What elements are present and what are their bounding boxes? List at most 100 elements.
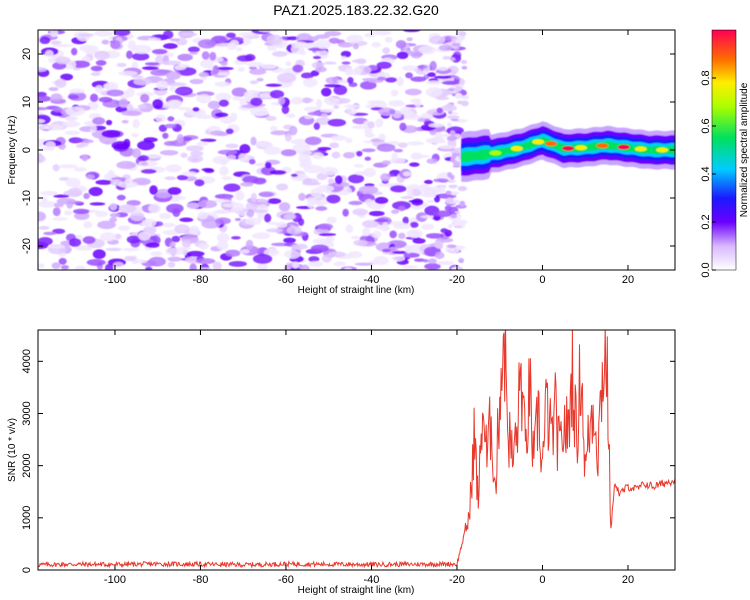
signal-hotspot — [656, 147, 669, 153]
noise-blob — [52, 164, 60, 172]
y-tick-label: -20 — [21, 238, 33, 254]
noise-blob — [425, 87, 443, 97]
noise-blob — [388, 101, 405, 107]
noise-blob — [326, 194, 341, 204]
noise-blob — [161, 60, 181, 66]
noise-blob — [52, 207, 61, 217]
noise-blob — [398, 232, 406, 240]
noise-blob — [278, 202, 291, 212]
noise-blob — [346, 34, 364, 43]
y-tick-label: 1000 — [21, 506, 33, 530]
noise-blob — [269, 89, 285, 99]
noise-blob — [145, 242, 160, 248]
noise-blob — [217, 72, 231, 76]
noise-blob — [411, 154, 431, 159]
noise-blob — [284, 249, 301, 259]
noise-blob — [214, 112, 229, 118]
noise-blob — [222, 203, 236, 208]
noise-blob — [187, 154, 204, 163]
noise-blob — [448, 87, 456, 92]
x-tick-label: -100 — [104, 274, 126, 286]
noise-blob — [55, 44, 74, 48]
noise-blob — [225, 143, 239, 149]
noise-blob — [403, 252, 420, 258]
noise-blob — [118, 204, 137, 213]
noise-blob — [312, 152, 324, 160]
noise-blob — [246, 61, 264, 67]
noise-blob — [195, 258, 216, 265]
noise-blob — [235, 47, 243, 52]
noise-blob — [216, 233, 230, 243]
noise-blob — [38, 67, 47, 72]
noise-blob — [240, 182, 254, 187]
y-tick-label: 4000 — [21, 349, 33, 373]
noise-blob — [246, 208, 255, 218]
noise-blob — [149, 185, 158, 195]
y-tick-label: 0 — [21, 567, 33, 573]
noise-blob — [56, 197, 76, 205]
noise-blob — [234, 217, 241, 222]
noise-blob — [301, 72, 314, 79]
noise-blob — [265, 83, 283, 87]
noise-blob — [424, 179, 433, 185]
noise-blob — [38, 225, 50, 230]
noise-blob — [428, 123, 444, 128]
noise-blob — [435, 96, 450, 101]
signal-hotspot — [596, 143, 609, 149]
noise-blob — [109, 212, 121, 218]
noise-blob — [454, 92, 463, 99]
noise-blob — [392, 250, 409, 254]
noise-blob — [315, 117, 332, 126]
noise-blob — [122, 247, 140, 252]
noise-blob — [447, 135, 458, 141]
noise-blob — [362, 219, 379, 228]
snr-x-label: Height of straight line (km) — [298, 585, 415, 596]
noise-blob — [458, 258, 465, 264]
noise-blob — [117, 225, 131, 231]
colorbar-gradient — [711, 29, 737, 271]
noise-blob — [315, 206, 328, 211]
noise-blob — [458, 31, 467, 37]
noise-blob — [196, 93, 212, 104]
noise-blob — [343, 151, 355, 159]
noise-blob — [101, 39, 110, 45]
noise-blob — [104, 263, 114, 270]
noise-blob — [248, 159, 256, 165]
noise-blob — [325, 234, 335, 243]
noise-blob — [198, 267, 212, 270]
noise-blob — [162, 132, 169, 139]
noise-blob — [131, 52, 150, 61]
noise-blob — [299, 97, 314, 103]
noise-blob — [276, 72, 297, 83]
x-tick-label: 20 — [622, 274, 634, 286]
noise-blob — [163, 43, 178, 49]
noise-blob — [395, 40, 407, 49]
noise-blob — [451, 42, 461, 47]
noise-blob — [333, 85, 348, 96]
noise-blob — [250, 97, 263, 107]
noise-blob — [298, 218, 305, 226]
x-tick-label: 20 — [622, 574, 634, 586]
noise-blob — [250, 136, 257, 146]
x-tick-label: -40 — [364, 574, 380, 586]
noise-blob — [238, 153, 250, 162]
noise-blob — [401, 65, 419, 72]
noise-blob — [215, 92, 232, 102]
noise-blob — [236, 55, 253, 62]
noise-blob — [457, 185, 468, 192]
noise-blob — [263, 248, 280, 257]
noise-blob — [264, 213, 272, 223]
noise-blob — [306, 198, 315, 209]
noise-blob — [148, 256, 166, 267]
noise-blob — [118, 70, 138, 77]
noise-blob — [451, 152, 457, 159]
colorbar-tick-label: 0.6 — [700, 118, 712, 133]
noise-blob — [406, 37, 413, 42]
noise-blob — [457, 267, 464, 270]
noise-blob — [126, 50, 133, 60]
noise-blob — [71, 47, 78, 56]
snr-y-ticks: 0 1000 2000 3000 4000 — [21, 349, 675, 573]
noise-blob — [147, 37, 161, 42]
noise-blob — [256, 263, 268, 270]
noise-blob — [231, 87, 248, 97]
